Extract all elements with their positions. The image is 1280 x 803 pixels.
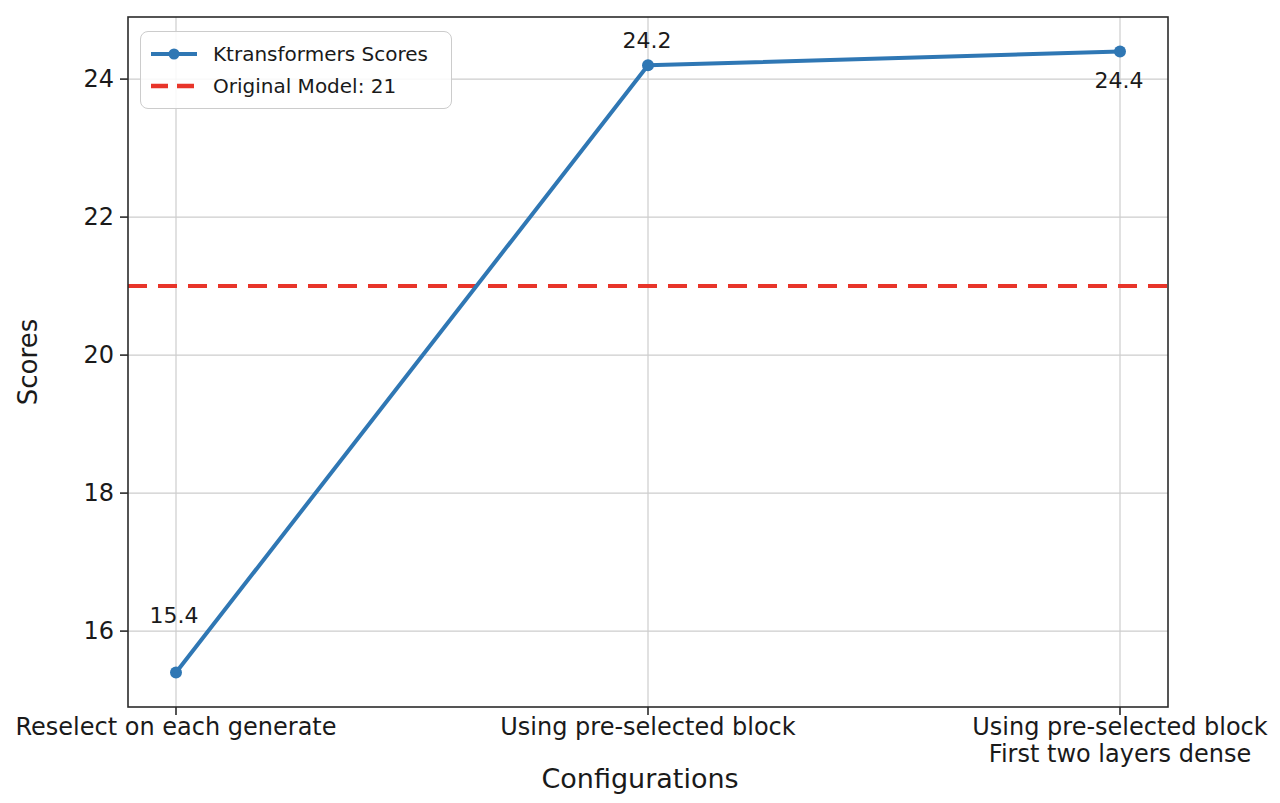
legend-dash-sample	[149, 79, 199, 93]
y-tick-labels: 16 18 20 22 24	[83, 65, 114, 645]
legend-label-reference: Original Model: 21	[213, 74, 396, 98]
x-axis-title: Configurations	[0, 763, 1280, 794]
y-axis-title: Scores	[13, 319, 43, 405]
y-tick-label: 18	[83, 479, 114, 507]
legend-item-reference: Original Model: 21	[149, 73, 439, 99]
legend-item-series: Ktransformers Scores	[149, 41, 439, 67]
figure: 16 18 20 22 24 Reselect on each generate Usin…	[0, 0, 1280, 803]
data-label: 24.2	[623, 28, 672, 53]
legend-line-marker-sample	[149, 47, 199, 61]
x-tick-label: Reselect on each generate	[15, 713, 336, 741]
y-tick-label: 16	[83, 617, 114, 645]
legend: Ktransformers Scores Original Model: 21	[140, 31, 452, 109]
point-annotations: 15.4 24.2 24.4	[150, 28, 1144, 627]
axis-ticks	[120, 79, 1120, 715]
chart-canvas: 16 18 20 22 24 Reselect on each generate Usin…	[0, 0, 1280, 803]
x-tick-label: Using pre-selected block	[500, 713, 796, 741]
legend-label-series: Ktransformers Scores	[213, 42, 428, 66]
x-tick-labels: Reselect on each generate Using pre-selec…	[15, 713, 1267, 768]
y-tick-label: 20	[83, 341, 114, 369]
data-point-marker	[642, 59, 654, 71]
y-tick-label: 24	[83, 65, 114, 93]
data-label: 24.4	[1095, 68, 1144, 93]
y-tick-label: 22	[83, 203, 114, 231]
grid-lines	[128, 17, 1168, 707]
x-tick-label: Using pre-selected blockFirst two layers…	[972, 713, 1268, 768]
data-label: 15.4	[150, 603, 199, 628]
data-point-marker	[170, 667, 182, 679]
data-point-marker	[1114, 46, 1126, 58]
